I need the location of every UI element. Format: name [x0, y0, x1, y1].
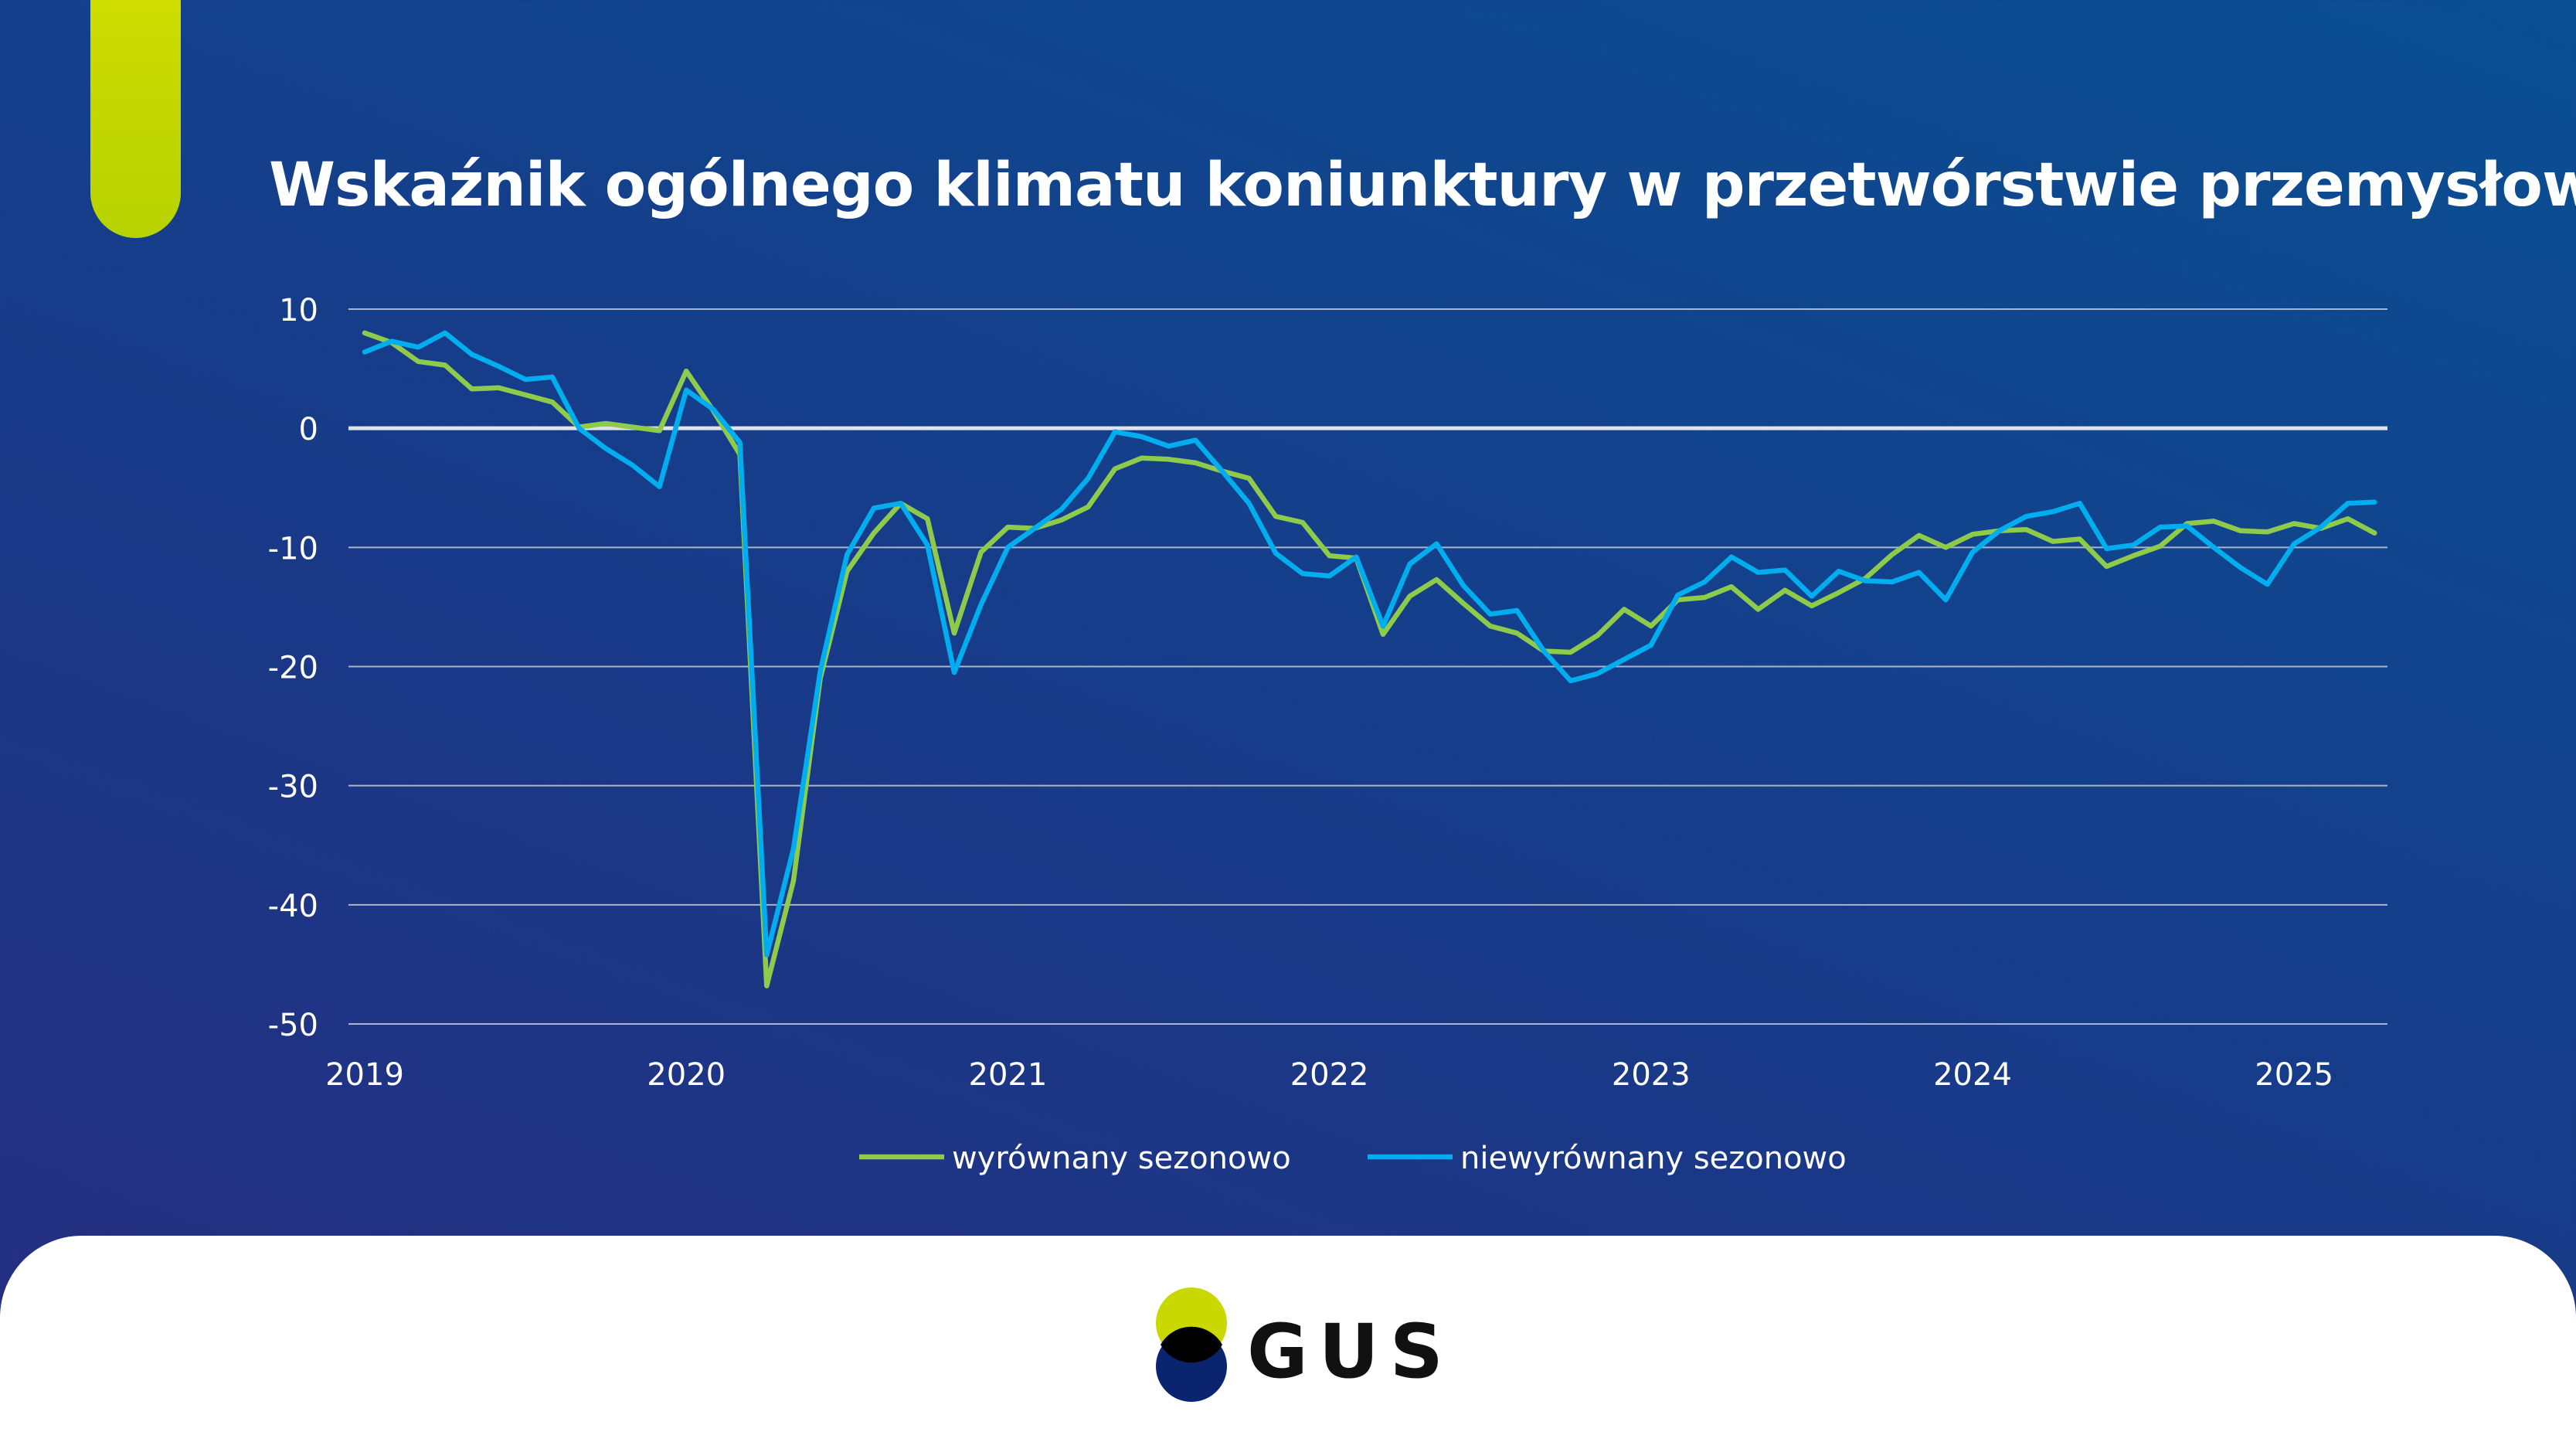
x-tick-label: 2020	[647, 1057, 726, 1093]
y-tick-label: -10	[268, 531, 318, 566]
series-line-unadjusted	[362, 330, 2377, 957]
y-tick-label: 10	[279, 293, 318, 328]
legend-label: wyrównany sezonowo	[952, 1141, 1291, 1176]
gus-logo-text: GUS	[1247, 1308, 1454, 1395]
y-tick-label: -20	[268, 651, 318, 686]
series-line-adjusted	[362, 330, 2377, 988]
footer-panel	[0, 1236, 2576, 1449]
y-tick-label: -50	[268, 1008, 318, 1043]
legend-label: niewyrównany sezonowo	[1460, 1141, 1847, 1176]
y-tick-label: -40	[268, 889, 318, 924]
accent-pill	[90, 0, 181, 238]
x-tick-label: 2024	[1933, 1057, 2012, 1093]
x-tick-label: 2022	[1290, 1057, 1369, 1093]
x-tick-label: 2019	[325, 1057, 404, 1093]
y-tick-label: -30	[268, 770, 318, 805]
chart-title: Wskaźnik ogólnego klimatu koniunktury w …	[269, 151, 2576, 220]
gus-logo: GUS	[1151, 1287, 1443, 1406]
x-tick-label: 2023	[1612, 1057, 1691, 1093]
x-tick-label: 2021	[969, 1057, 1048, 1093]
gus-logo-mark	[1156, 1287, 1227, 1402]
x-tick-label: 2025	[2255, 1057, 2333, 1093]
y-tick-label: 0	[299, 412, 318, 447]
